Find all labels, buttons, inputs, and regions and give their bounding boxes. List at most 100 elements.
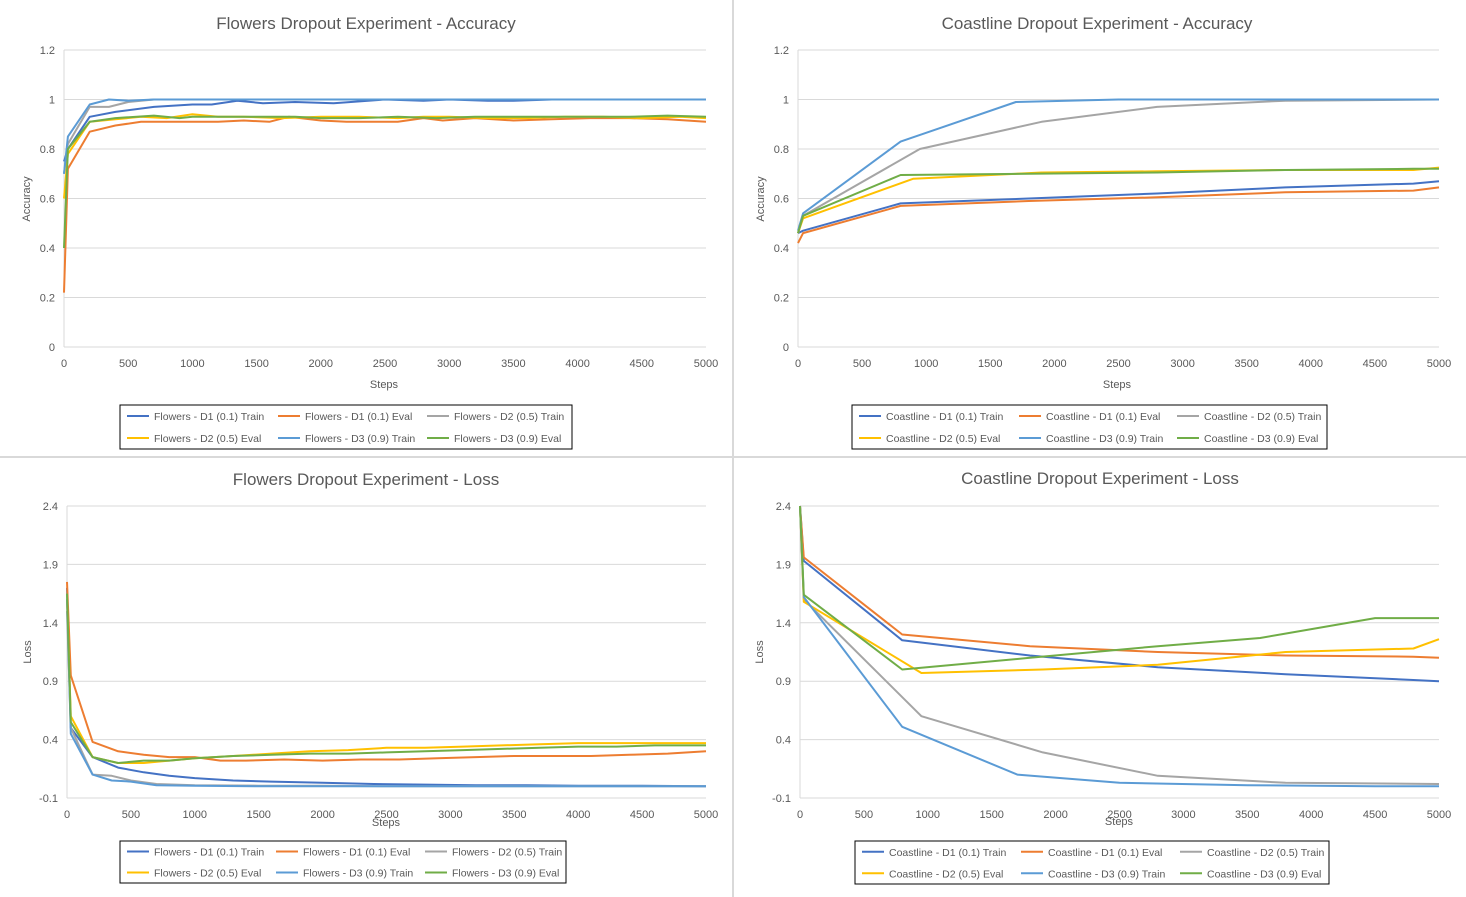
panel-divider-horizontal (0, 456, 1466, 458)
legend-label: Flowers - D3 (0.9) Eval (452, 868, 559, 880)
series-line-coastline-d1-0-1-train (797, 180, 1440, 235)
y-tick-label: 1.4 (776, 618, 791, 630)
series-line-coastline-d3-0-9-eval (797, 167, 1439, 234)
x-axis-label: Steps (372, 817, 401, 829)
x-tick-label: 4000 (565, 358, 589, 370)
x-tick-label: 4500 (1363, 809, 1387, 821)
x-tick-label: 2000 (310, 809, 334, 821)
series-line-flowers-d3-0-9-train (66, 599, 706, 788)
x-tick-label: 2000 (1043, 809, 1067, 821)
y-axis-label: Loss (22, 640, 34, 664)
x-tick-label: 2500 (373, 358, 397, 370)
x-axis-label: Steps (1105, 816, 1134, 828)
y-tick-label: 0.6 (40, 194, 55, 206)
series-line-flowers-d2-0-5-train (63, 98, 706, 174)
y-tick-label: 0 (783, 342, 789, 354)
y-axis-label: Accuracy (21, 176, 33, 222)
x-tick-label: 1500 (246, 809, 270, 821)
series-line-coastline-d2-0-5-train (797, 98, 1440, 234)
y-tick-label: 0.4 (776, 735, 791, 747)
x-tick-label: 5000 (694, 809, 718, 821)
series-line-flowers-d1-0-1-eval (63, 115, 707, 293)
series-line-coastline-d3-0-9-eval (799, 505, 1439, 671)
y-tick-label: 0.9 (776, 676, 791, 688)
legend-label: Flowers - D3 (0.9) Train (305, 433, 415, 445)
chart-title: Coastline Dropout Experiment - Loss (961, 469, 1239, 488)
legend-box (851, 404, 1328, 450)
x-tick-label: 0 (64, 809, 70, 821)
x-tick-label: 3000 (1170, 358, 1194, 370)
y-axis-label: Loss (754, 640, 766, 664)
y-tick-label: 1.2 (774, 45, 789, 57)
legend-label: Coastline - D2 (0.5) Eval (886, 433, 1000, 445)
series-line-coastline-d2-0-5-eval (799, 505, 1440, 674)
x-tick-label: 2500 (1106, 358, 1130, 370)
y-axis-label: Accuracy (755, 176, 767, 222)
series-line-coastline-d1-0-1-eval (799, 505, 1440, 659)
x-tick-label: 5000 (694, 358, 718, 370)
legend-label: Flowers - D1 (0.1) Train (154, 411, 264, 423)
series-line-flowers-d3-0-9-eval (63, 114, 707, 249)
x-tick-label: 1500 (244, 358, 268, 370)
x-tick-label: 4000 (1299, 809, 1323, 821)
x-tick-label: 3500 (1234, 358, 1258, 370)
series-line-coastline-d3-0-9-train (799, 505, 1439, 788)
x-tick-label: 3000 (438, 809, 462, 821)
x-axis-label: Steps (370, 379, 399, 391)
y-tick-label: 0.4 (43, 735, 58, 747)
x-tick-label: 3500 (502, 809, 526, 821)
x-tick-label: 4000 (1299, 358, 1323, 370)
legend-box (119, 840, 567, 884)
legend-label: Coastline - D2 (0.5) Train (1204, 411, 1321, 423)
y-tick-label: 1 (49, 95, 55, 107)
legend-label: Flowers - D2 (0.5) Eval (154, 433, 261, 445)
legend-label: Coastline - D3 (0.9) Eval (1204, 433, 1318, 445)
legend-label: Flowers - D1 (0.1) Eval (303, 847, 410, 859)
chart-coastline-loss: Coastline Dropout Experiment - Loss -0.1 0… (754, 469, 1451, 885)
x-tick-label: 1500 (978, 358, 1002, 370)
chart-title: Coastline Dropout Experiment - Accuracy (942, 14, 1253, 33)
x-tick-label: 0 (795, 358, 801, 370)
x-tick-label: 3000 (437, 358, 461, 370)
series-line-coastline-d1-0-1-train (799, 505, 1440, 683)
x-tick-label: 2000 (1042, 358, 1066, 370)
x-tick-label: 2000 (309, 358, 333, 370)
y-tick-label: 2.4 (43, 501, 58, 513)
series-line-flowers-d3-0-9-train (63, 98, 706, 174)
series-line-coastline-d3-0-9-train (797, 98, 1439, 231)
legend-box (119, 404, 573, 450)
x-tick-label: 3000 (1171, 809, 1195, 821)
legend-label: Flowers - D1 (0.1) Eval (305, 411, 412, 423)
x-axis-label: Steps (1103, 379, 1132, 391)
series-line-coastline-d1-0-1-eval (797, 186, 1440, 244)
legend-label: Flowers - D2 (0.5) Eval (154, 868, 261, 880)
x-tick-label: 1000 (183, 809, 207, 821)
x-tick-label: 500 (855, 809, 873, 821)
chart-title: Flowers Dropout Experiment - Accuracy (216, 14, 516, 33)
legend-label: Coastline - D3 (0.9) Train (1046, 433, 1163, 445)
panel-divider-vertical (732, 0, 734, 897)
y-tick-label: 0.2 (40, 293, 55, 305)
series-line-flowers-d3-0-9-eval (66, 593, 706, 764)
legend-label: Coastline - D3 (0.9) Train (1048, 868, 1165, 880)
x-tick-label: 5000 (1427, 809, 1451, 821)
legend-label: Coastline - D1 (0.1) Eval (1046, 411, 1160, 423)
y-tick-label: 0.4 (774, 243, 789, 255)
y-tick-label: 1.9 (776, 559, 791, 571)
x-tick-label: 500 (119, 358, 137, 370)
chart-title: Flowers Dropout Experiment - Loss (233, 470, 499, 489)
x-tick-label: 4500 (1363, 358, 1387, 370)
series-line-coastline-d2-0-5-train (799, 505, 1440, 785)
chart-flowers-loss: Flowers Dropout Experiment - Loss -0.1 0.4… (22, 470, 718, 884)
legend-box (854, 840, 1330, 885)
x-tick-label: 2500 (374, 809, 398, 821)
x-tick-label: 3500 (501, 358, 525, 370)
y-tick-label: 0.9 (43, 676, 58, 688)
y-tick-label: 1 (783, 95, 789, 107)
y-tick-label: 0.4 (40, 243, 55, 255)
x-tick-label: 0 (797, 809, 803, 821)
y-tick-label: 0 (49, 342, 55, 354)
x-tick-label: 4000 (566, 809, 590, 821)
x-tick-label: 500 (853, 358, 871, 370)
legend-label: Coastline - D1 (0.1) Eval (1048, 847, 1162, 859)
